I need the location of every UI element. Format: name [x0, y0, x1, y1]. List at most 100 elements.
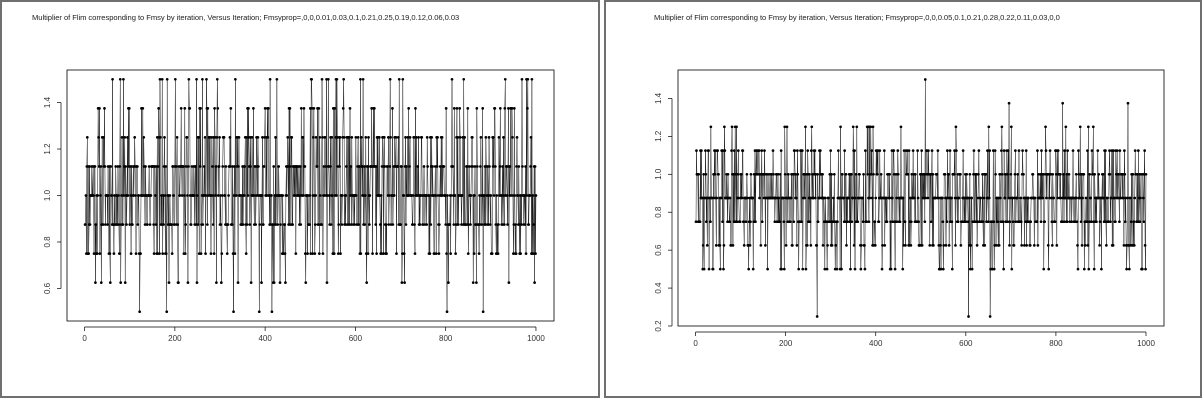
data-point	[749, 172, 753, 176]
data-point	[199, 252, 203, 255]
data-point	[1001, 220, 1005, 224]
data-point	[391, 223, 395, 226]
data-point	[266, 107, 270, 110]
data-point	[700, 149, 703, 152]
data-point	[198, 165, 202, 168]
data-point	[477, 252, 481, 255]
data-point	[782, 267, 786, 271]
data-point	[941, 267, 945, 271]
data-point	[916, 149, 919, 152]
data-point	[806, 149, 810, 152]
data-point	[187, 165, 190, 168]
data-point	[742, 244, 746, 247]
data-point	[489, 223, 492, 226]
data-point	[335, 194, 338, 197]
data-point	[841, 172, 844, 176]
data-point	[195, 77, 198, 81]
data-point	[863, 244, 866, 247]
data-point	[523, 194, 527, 197]
data-point	[1143, 149, 1146, 152]
data-point	[1092, 267, 1096, 271]
data-point	[108, 281, 112, 284]
data-point	[976, 196, 980, 200]
data-point	[982, 196, 986, 200]
data-point	[1065, 172, 1069, 176]
data-point	[1019, 196, 1023, 200]
data-point	[359, 252, 363, 255]
data-point	[342, 77, 346, 81]
data-point	[94, 223, 98, 226]
data-point	[324, 165, 327, 168]
data-point	[721, 220, 724, 224]
data-point	[178, 194, 182, 197]
data-point	[482, 194, 486, 197]
data-point	[219, 223, 223, 226]
data-point	[276, 223, 280, 226]
data-point	[983, 244, 987, 247]
data-point	[315, 165, 319, 168]
data-point	[170, 223, 174, 226]
data-point	[363, 165, 366, 168]
data-point	[929, 220, 933, 224]
data-point	[889, 267, 893, 271]
data-point	[438, 165, 442, 168]
data-point	[885, 220, 889, 224]
data-point	[103, 107, 106, 110]
data-point	[136, 223, 140, 226]
data-point	[221, 165, 225, 168]
data-point	[95, 252, 99, 255]
data-point	[1051, 172, 1055, 176]
data-point	[718, 267, 722, 271]
data-point	[327, 194, 331, 197]
data-point	[217, 165, 221, 168]
data-point	[1144, 172, 1148, 176]
y-tick-label: 1.2	[43, 143, 52, 155]
data-point	[975, 244, 979, 247]
series-points	[83, 77, 538, 314]
data-point	[840, 267, 843, 271]
data-point	[149, 194, 153, 197]
data-point	[747, 267, 751, 271]
data-point	[943, 172, 947, 176]
data-point	[984, 172, 988, 176]
data-point	[358, 165, 361, 168]
data-point	[503, 77, 507, 81]
data-point	[969, 244, 973, 247]
x-tick-label: 1000	[527, 334, 545, 343]
plot-frame	[66, 69, 555, 322]
data-point	[266, 136, 270, 139]
data-point	[183, 252, 187, 255]
data-point	[771, 149, 775, 152]
data-point	[284, 281, 287, 284]
data-point	[189, 223, 193, 226]
data-point	[520, 77, 524, 81]
data-point	[1077, 149, 1080, 152]
data-point	[415, 136, 418, 139]
data-point	[396, 165, 400, 168]
data-point	[214, 165, 218, 168]
data-point	[144, 165, 147, 168]
data-point	[272, 165, 276, 168]
data-point	[521, 165, 524, 168]
data-point	[234, 194, 238, 197]
data-point	[97, 136, 100, 139]
data-point	[458, 136, 462, 139]
data-point	[1097, 172, 1101, 176]
data-point	[1050, 220, 1054, 224]
data-point	[107, 194, 110, 197]
data-point	[878, 149, 882, 152]
data-point	[142, 136, 146, 139]
data-point	[306, 252, 309, 255]
data-point	[1039, 220, 1043, 224]
data-point	[778, 172, 782, 176]
data-point	[1025, 244, 1028, 247]
data-point	[954, 125, 958, 129]
data-point	[211, 223, 215, 226]
data-point	[740, 172, 743, 176]
data-point	[789, 196, 793, 200]
data-point	[1096, 149, 1100, 152]
data-point	[874, 196, 878, 200]
data-point	[1123, 220, 1127, 224]
data-point	[1003, 196, 1007, 200]
data-point	[220, 281, 223, 284]
